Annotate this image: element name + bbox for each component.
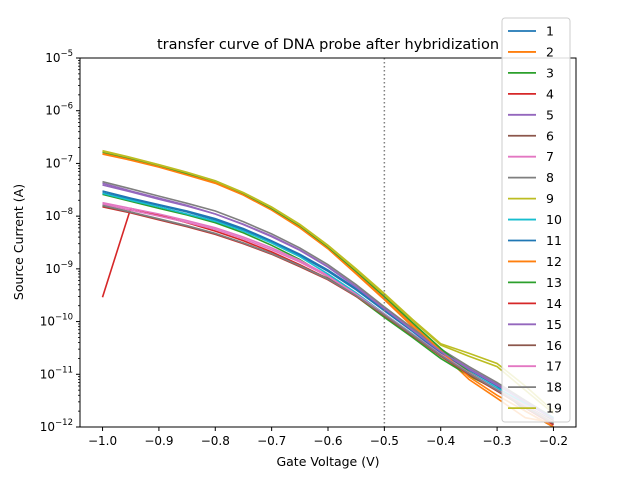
legend-label: 10 [546,212,562,227]
x-tick-label: −0.4 [426,434,455,448]
legend-label: 3 [546,65,554,80]
legend-label: 19 [546,401,562,416]
y-axis: 10−12 10−11 10−10 10−9 10−8 10−7 10−6 10−5 [40,49,80,434]
y-tick-label: 10−8 [45,207,73,223]
legend-label: 2 [546,44,554,59]
x-tick-label: −0.2 [539,434,568,448]
x-tick-label: −0.6 [313,434,342,448]
series-line-1 [102,191,554,427]
legend-label: 6 [546,128,554,143]
legend-label: 7 [546,149,554,164]
legend-label: 8 [546,170,554,185]
x-tick-label: −0.8 [201,434,230,448]
x-tick-label: −1.0 [88,434,117,448]
x-tick-label: −0.9 [144,434,173,448]
series-line-14 [102,206,554,426]
y-tick-label: 10−6 [45,102,73,118]
x-tick-label: −0.7 [257,434,286,448]
series-line-19 [102,150,555,415]
y-tick-label: 10−11 [40,365,73,381]
y-axis-label: Source Current (A) [11,184,26,300]
x-tick-label: −0.3 [483,434,512,448]
legend-label: 15 [546,317,562,332]
legend-label: 13 [546,275,562,290]
legend-label: 18 [546,380,562,395]
legend-label: 5 [546,107,554,122]
legend-label: 12 [546,254,562,269]
series-line-4 [101,207,554,426]
y-tick-label: 10−9 [45,260,73,276]
legend-label: 4 [546,86,554,101]
x-axis-label: Gate Voltage (V) [276,454,379,469]
series-line-12 [102,152,554,427]
x-tick-label: −0.5 [370,434,399,448]
series-line-13 [102,151,554,422]
series-line-17 [102,203,554,423]
series-line-15 [102,184,554,420]
legend-label: 14 [546,296,562,311]
legend-label: 11 [546,233,562,248]
series-line-8 [102,180,554,419]
chart-title: transfer curve of DNA probe after hybrid… [157,37,499,53]
legend-label: 16 [546,338,562,353]
y-tick-label: 10−7 [45,154,73,170]
legend-label: 1 [546,24,554,39]
y-tick-label: 10−12 [40,418,73,434]
y-tick-label: 10−10 [40,313,73,329]
series-line-9 [102,149,555,412]
y-tick-label: 10−5 [45,49,73,65]
legend-label: 9 [546,191,554,206]
legend-label: 17 [546,359,562,374]
plot-area [101,58,555,427]
series-line-18 [102,204,554,424]
x-axis: −1.0 −0.9 −0.8 −0.7 −0.6 −0.5 −0.4 −0.3 −0.2 [88,427,568,448]
